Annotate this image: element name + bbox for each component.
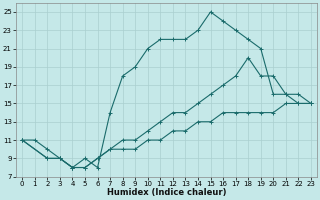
X-axis label: Humidex (Indice chaleur): Humidex (Indice chaleur) [107,188,226,197]
